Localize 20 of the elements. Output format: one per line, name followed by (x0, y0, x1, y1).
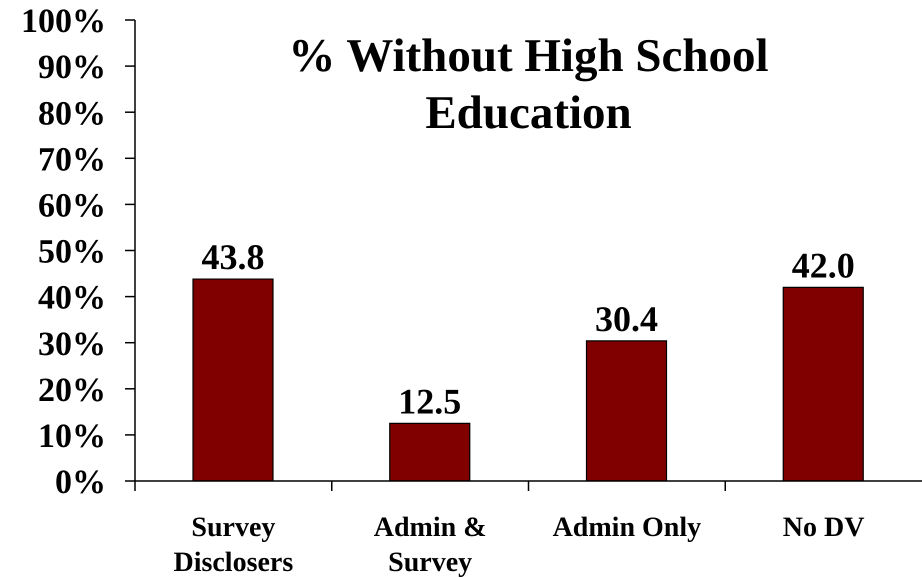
text: % Without High School Education (287, 29, 770, 141)
x-tick-label: Admin Only (552, 512, 702, 543)
x-tick-label: Survey Disclosers (173, 512, 294, 577)
y-tick-label: 40% (38, 280, 106, 317)
y-tick-label: 50% (38, 234, 106, 271)
data-label: 12.5 (398, 381, 462, 422)
y-tick-label: 60% (38, 187, 106, 224)
y-tick-label: 70% (38, 141, 106, 178)
y-tick-label: 90% (38, 49, 106, 86)
y-tick-label: 80% (38, 95, 106, 132)
data-label: 30.4 (595, 298, 658, 339)
x-tick-label: Admin & Survey (374, 512, 487, 577)
data-label: 42.0 (792, 245, 855, 286)
y-tick-label: 30% (38, 326, 106, 363)
y-tick-label: 0% (55, 464, 106, 502)
x-tick-label: No DV (782, 512, 864, 543)
data-label: 43.8 (202, 237, 264, 278)
y-tick-label: 100% (21, 3, 106, 40)
y-tick-label: 20% (38, 372, 106, 409)
y-tick-label: 10% (38, 418, 106, 455)
